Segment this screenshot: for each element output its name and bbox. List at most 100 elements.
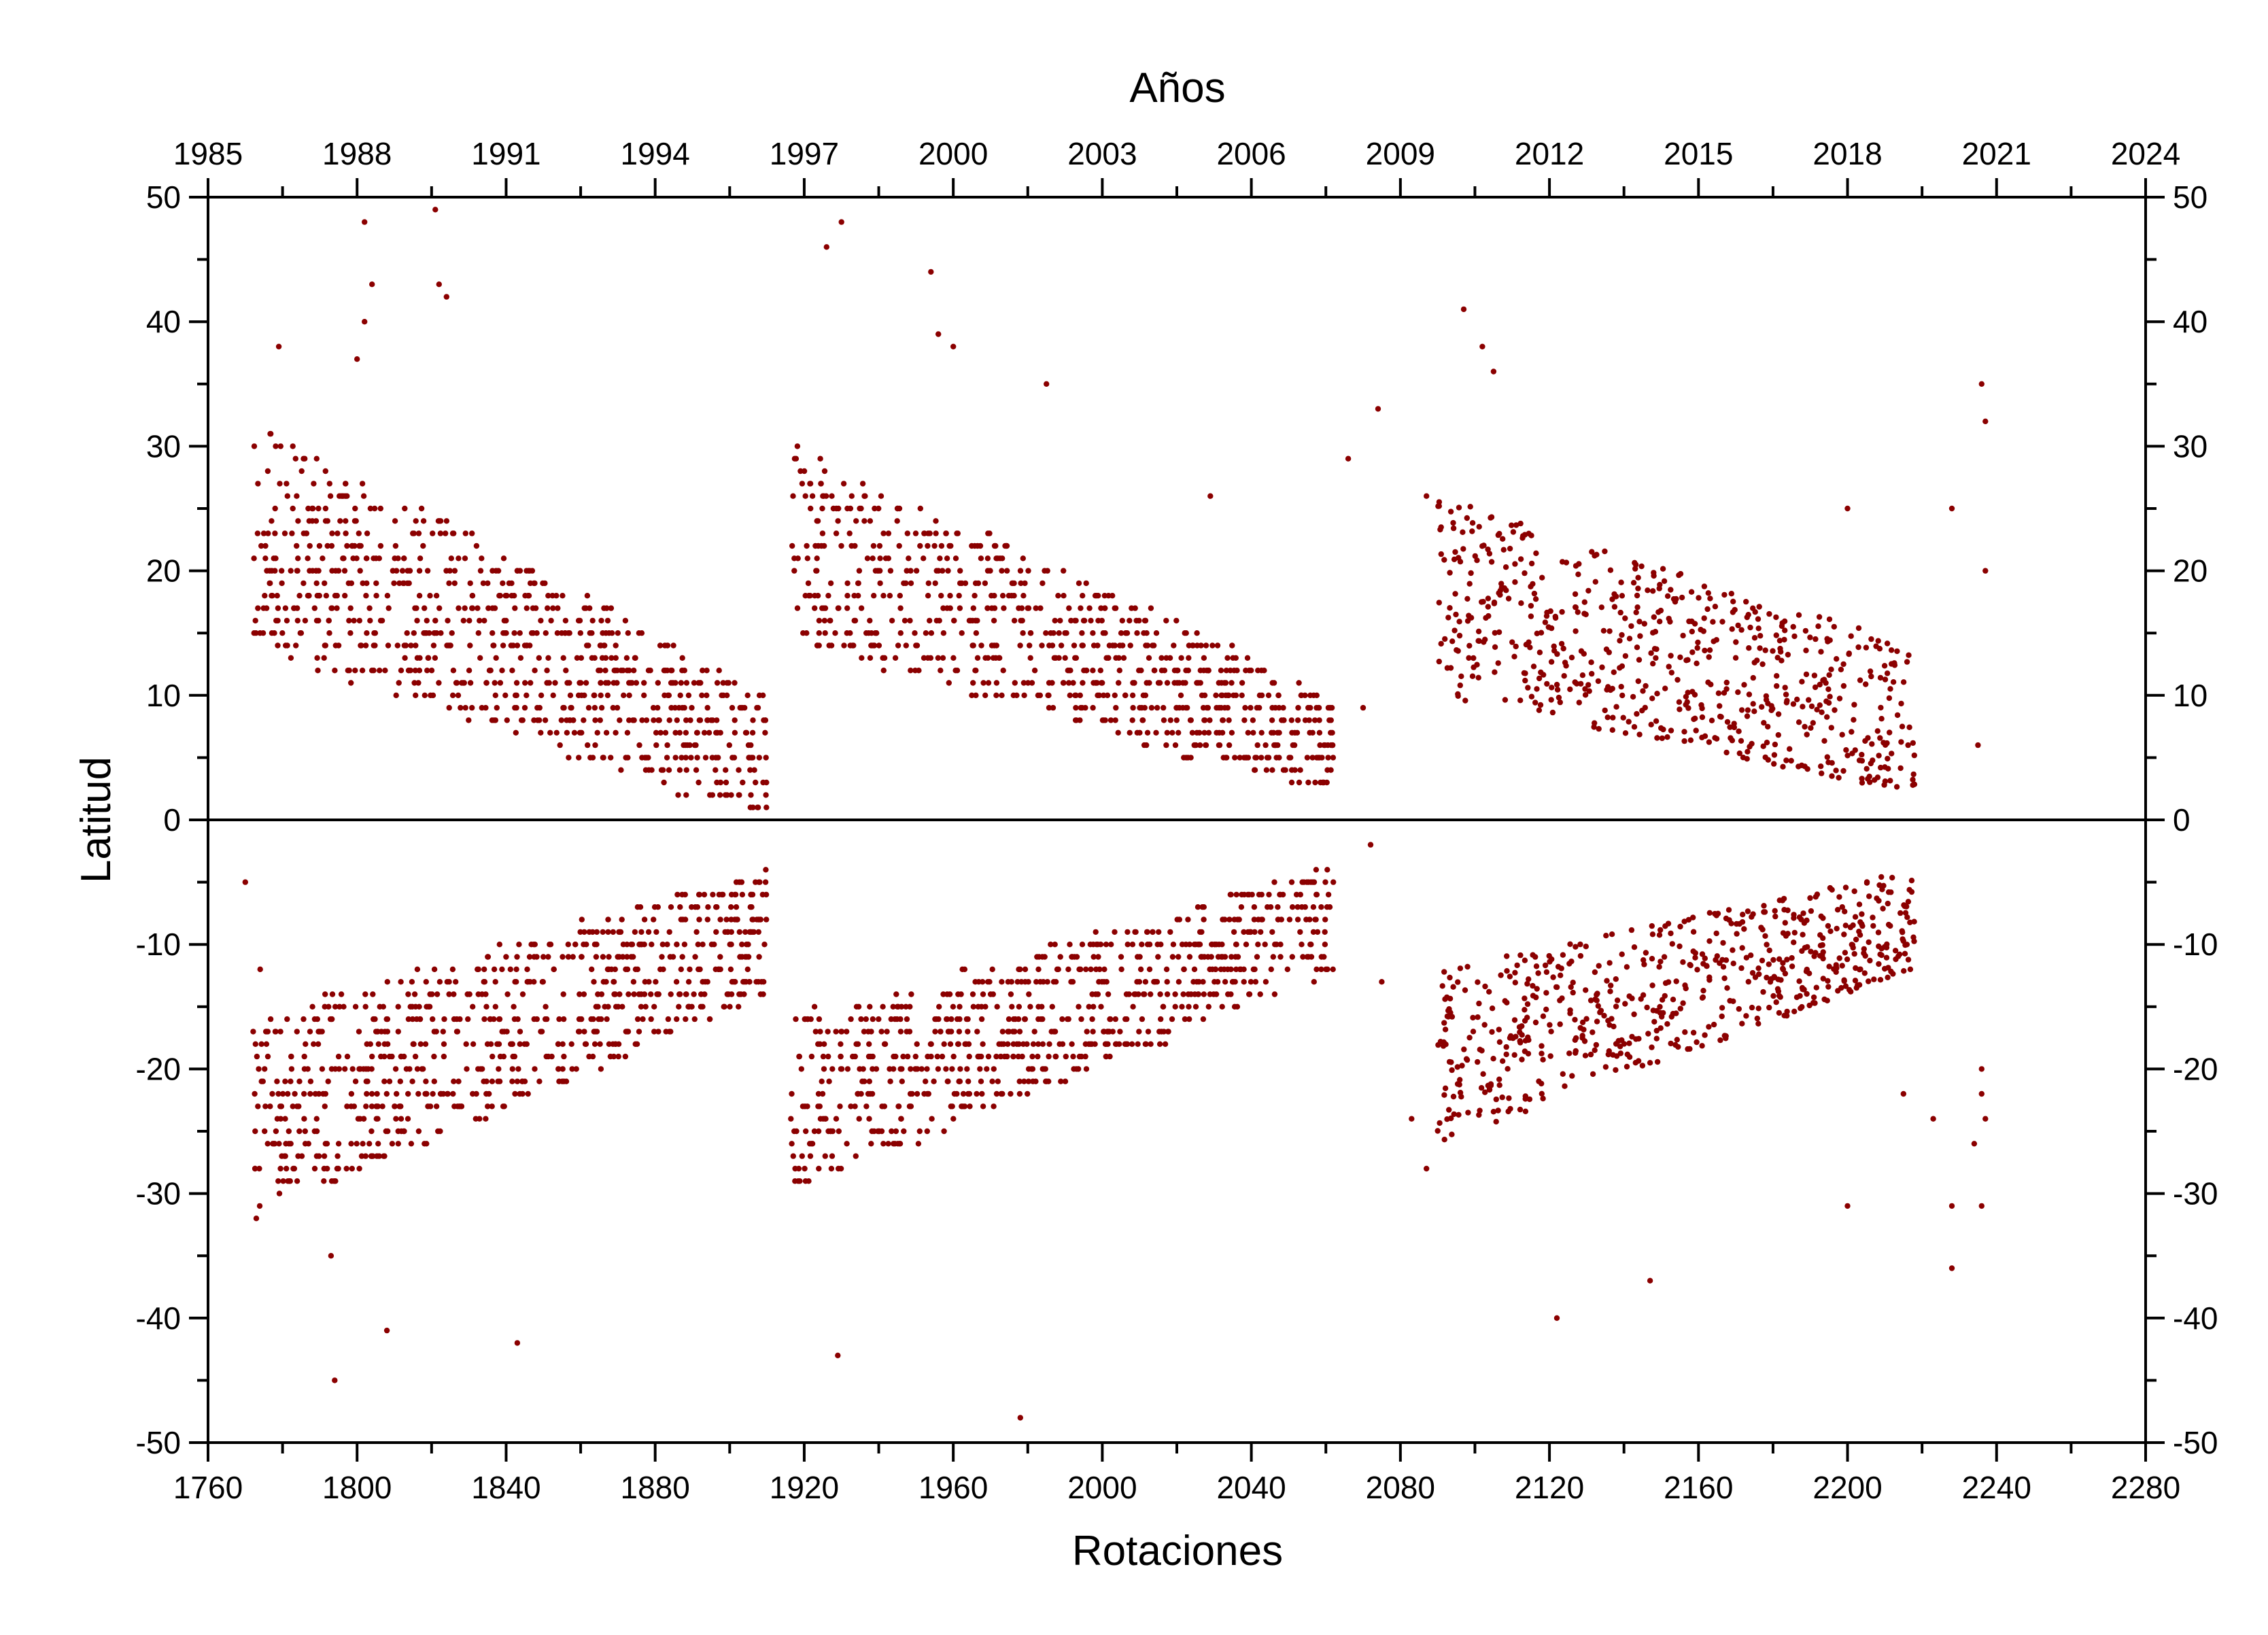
data-point <box>1548 1029 1554 1035</box>
data-point <box>1469 673 1476 679</box>
data-point <box>1836 894 1842 900</box>
data-point <box>756 692 763 698</box>
data-point <box>1874 728 1880 734</box>
data-point <box>346 617 352 624</box>
data-point <box>329 568 335 574</box>
data-point <box>1718 714 1724 720</box>
data-point <box>1557 699 1563 706</box>
data-point <box>531 1016 537 1022</box>
data-point <box>802 1165 808 1172</box>
data-point <box>519 991 526 997</box>
data-point <box>1211 991 1217 997</box>
data-point <box>440 1029 446 1035</box>
data-point <box>1844 753 1851 759</box>
data-point <box>912 1053 919 1060</box>
data-point <box>1160 1003 1167 1010</box>
data-point <box>381 1153 387 1159</box>
data-point <box>761 942 768 948</box>
data-point <box>451 1103 458 1109</box>
data-point <box>1825 686 1832 692</box>
data-point <box>1601 1012 1607 1019</box>
data-point <box>1249 891 1255 898</box>
data-point <box>1687 737 1694 744</box>
data-point <box>481 617 487 624</box>
data-point <box>957 580 963 587</box>
data-point <box>1821 738 1827 744</box>
data-point <box>338 991 345 997</box>
data-point <box>358 1153 365 1159</box>
data-point <box>1799 984 1806 991</box>
data-point <box>288 1066 295 1072</box>
data-point <box>956 593 962 599</box>
data-point <box>962 1041 968 1048</box>
data-point <box>1188 717 1195 723</box>
data-point <box>521 1041 528 1048</box>
data-point <box>1877 735 1883 741</box>
data-point <box>578 1016 584 1022</box>
data-point <box>504 717 510 723</box>
data-point <box>660 767 666 773</box>
data-point <box>614 704 621 711</box>
data-point <box>492 692 498 698</box>
data-point <box>315 505 322 512</box>
data-point <box>416 568 423 574</box>
data-point <box>1666 615 1672 622</box>
data-point <box>313 568 320 574</box>
data-point <box>1105 991 1112 997</box>
data-point <box>1447 605 1453 611</box>
data-point <box>1230 655 1236 661</box>
data-point <box>959 630 965 636</box>
data-point <box>545 1053 551 1060</box>
data-point <box>269 593 275 599</box>
data-point <box>687 717 693 723</box>
data-point <box>1607 567 1614 573</box>
data-point <box>1867 668 1874 674</box>
data-point <box>678 680 684 686</box>
data-point <box>974 1090 980 1097</box>
data-point <box>1076 1003 1082 1010</box>
data-point <box>589 755 596 761</box>
data-point <box>724 792 730 798</box>
data-point <box>424 1141 430 1147</box>
data-point <box>1016 1029 1023 1035</box>
data-point <box>1139 1016 1146 1022</box>
data-point <box>581 1029 587 1035</box>
data-point <box>1780 960 1786 966</box>
data-point <box>586 929 592 935</box>
data-point <box>1021 1078 1027 1084</box>
data-point <box>893 1128 899 1135</box>
data-point <box>344 543 350 549</box>
data-point <box>479 991 485 997</box>
data-point <box>1020 555 1027 562</box>
data-point <box>1720 940 1726 946</box>
data-point <box>861 1029 867 1035</box>
data-point <box>1476 1000 1482 1007</box>
data-point <box>1887 778 1893 784</box>
data-point <box>672 729 678 736</box>
data-point <box>485 580 491 587</box>
data-point <box>561 1016 567 1022</box>
data-point <box>1101 979 1107 985</box>
data-point <box>1791 633 1798 640</box>
data-point <box>363 1103 369 1109</box>
data-point <box>565 942 571 948</box>
data-point <box>674 717 680 723</box>
data-point <box>1271 680 1277 686</box>
data-point <box>437 1090 444 1097</box>
data-point <box>295 518 301 524</box>
data-point <box>398 668 405 674</box>
data-point <box>360 1141 366 1147</box>
data-point <box>817 1116 824 1122</box>
data-point <box>653 729 659 736</box>
data-point <box>1543 1006 1549 1013</box>
data-point <box>1749 1004 1755 1011</box>
data-point <box>319 1066 326 1072</box>
data-point <box>1978 1066 1984 1072</box>
data-point <box>1512 980 1518 986</box>
data-point <box>1978 1203 1984 1209</box>
data-point <box>1554 651 1560 657</box>
data-point <box>1078 704 1084 711</box>
data-point <box>335 1141 342 1147</box>
data-point <box>258 543 264 549</box>
data-point <box>399 568 406 574</box>
